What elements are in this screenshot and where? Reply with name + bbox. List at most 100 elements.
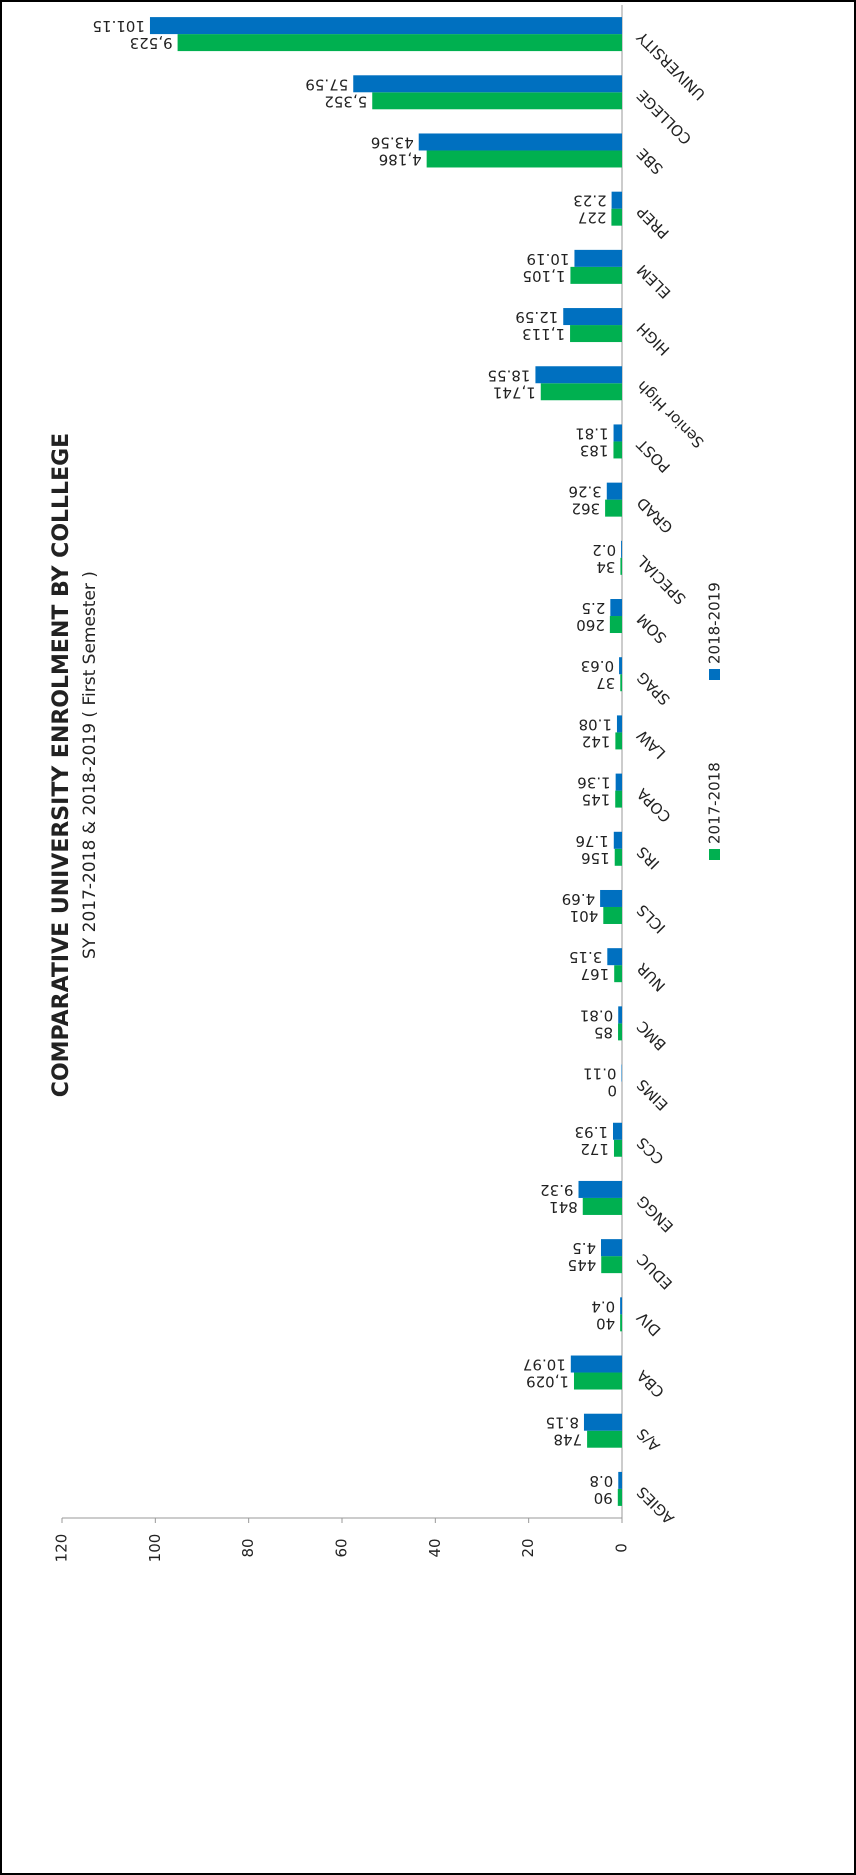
data-label: 85 [594,1023,613,1041]
bar [620,1297,623,1315]
data-label: 445 [568,1256,597,1274]
data-label: 0.2 [592,541,616,559]
bar [621,540,622,558]
data-label: 172 [580,1140,609,1158]
bar [611,208,623,226]
data-label: 5,352 [324,92,367,110]
x-tick-label: COPA [633,784,675,826]
data-label: 0.81 [580,1006,613,1024]
bar [615,790,623,808]
data-label: 156 [581,849,610,867]
data-label: 3.26 [568,483,601,501]
bar [619,657,622,675]
bar [618,1023,622,1041]
bar [610,599,622,617]
x-tick-label: ICLS [633,901,669,937]
data-label: 1.76 [575,832,608,850]
data-label: 142 [582,732,611,750]
y-tick-label: 100 [146,1534,164,1563]
data-label: 9.32 [540,1181,573,1199]
data-label: 18.55 [487,366,530,384]
bar [570,325,622,343]
bar [540,383,623,401]
data-label: 2.23 [573,192,606,210]
chart-subtitle: SY 2017-2018 & 2018-2019 ( First Semeste… [80,571,100,959]
bar [426,150,622,168]
data-label: 8.15 [546,1414,579,1432]
bar [149,17,622,35]
y-tick-label: 80 [239,1538,257,1557]
x-tick-label: SPECIAL [633,551,690,608]
data-label: 0 [607,1082,617,1100]
data-label: 12.59 [515,308,558,326]
data-label: 1.36 [577,774,610,792]
x-tick-label: SBE [633,144,666,177]
data-label: 401 [570,907,599,925]
data-label: 1.81 [575,424,608,442]
data-label: 1,029 [526,1373,569,1391]
x-tick-label: IRS [633,843,663,873]
data-label: 43.56 [371,133,414,151]
y-tick-label: 40 [426,1538,444,1557]
x-tick-label: A/S [633,1425,663,1455]
bar [574,249,622,267]
legend-swatch [709,669,720,680]
x-tick-label: PREP [633,203,673,243]
x-tick-label: LAW [633,726,669,762]
bar [613,831,623,849]
x-tick-label: SPAG [633,668,673,708]
data-label: 1,105 [522,267,565,285]
bar [570,266,623,284]
bar [570,1355,622,1373]
bar [618,1471,622,1489]
data-label: 841 [549,1198,578,1216]
bar [353,75,622,93]
bar [573,1372,622,1390]
bar [563,308,622,326]
data-label: 1,113 [522,325,565,343]
data-label: 37 [596,674,615,692]
legend-label: 2018-2019 [706,582,724,664]
data-label: 2.5 [581,599,605,617]
data-label: 34 [596,558,615,576]
data-label: 90 [594,1489,613,1507]
bar [615,773,622,791]
bar [620,1314,623,1332]
bar [583,1413,623,1431]
data-label: 362 [571,500,600,518]
x-tick-label: GRAD [633,494,676,537]
data-label: 3.15 [569,948,602,966]
bar [620,557,622,575]
bar [612,1122,623,1140]
bar [609,616,622,634]
data-label: 260 [576,616,605,634]
data-label: 101.15 [92,17,145,35]
data-label: 4,186 [379,150,422,168]
data-label: 1.93 [575,1123,608,1141]
x-tick-label: HIGH [633,319,673,359]
data-label: 0.8 [589,1472,613,1490]
bar [613,424,623,442]
data-label: 10.19 [526,250,569,268]
bar [177,34,623,52]
x-tick-label: EDUC [633,1250,676,1293]
bar [615,732,623,750]
x-tick-label: BMC [633,1017,670,1054]
bar [535,366,623,384]
bar [606,482,623,500]
y-tick-label: 20 [519,1538,537,1557]
x-tick-label: POST [633,435,674,476]
bar [601,1256,623,1274]
data-label: 10.97 [523,1356,566,1374]
data-label: 4.69 [562,890,595,908]
bar [620,674,622,692]
bar [372,92,622,110]
bar [603,906,623,924]
x-tick-label: AGIES [633,1483,678,1528]
x-tick-label: SOM [633,610,670,647]
legend-label: 2017-2018 [706,762,724,844]
bar [587,1430,622,1448]
